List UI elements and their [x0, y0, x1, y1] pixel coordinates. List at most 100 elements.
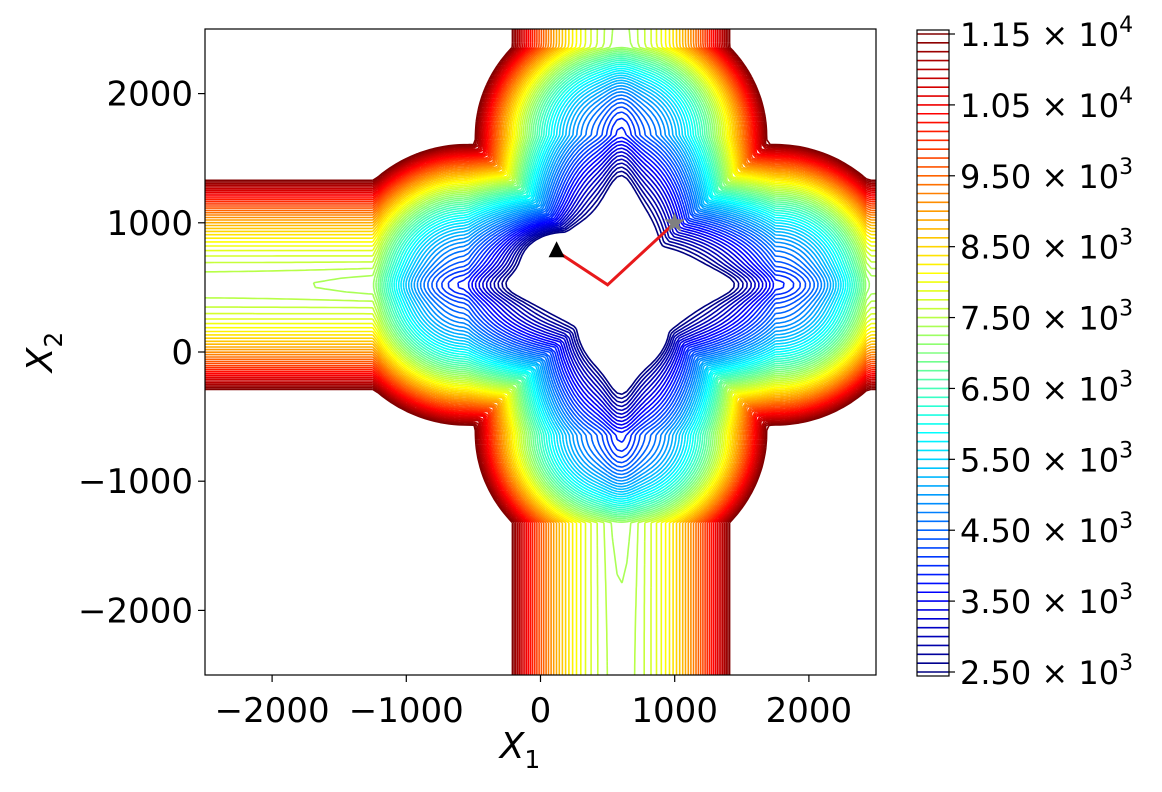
colorbar-tick-label-3: 8.50 × 103: [960, 226, 1133, 267]
contour-level-15: [431, 101, 811, 468]
colorbar-tick-label-4: 7.50 × 103: [960, 297, 1133, 338]
contour-level-61: [205, 29, 876, 675]
contour-level-39: [312, 29, 876, 584]
contour-level-36: [377, 50, 865, 520]
contour-level-66: [205, 29, 876, 675]
contour-level-43: [205, 29, 876, 675]
colorbar-tick-mantissa: 1.05 × 10: [960, 87, 1119, 125]
contour-plot-area: [204, 28, 877, 676]
colorbar-frame: [916, 29, 950, 677]
contour-level-55: [205, 29, 876, 675]
y-tick-label-4: −2000: [78, 591, 193, 631]
y-tick-label-2: 0: [171, 333, 193, 373]
x-axis-label-subscript: 1: [524, 745, 540, 774]
contour-level-56: [205, 29, 876, 675]
contour-level-8: [474, 143, 768, 426]
contour-level-31: [387, 59, 855, 511]
contour-level-34: [381, 53, 861, 516]
contour-level-18: [419, 91, 823, 479]
contour-level-42: [205, 29, 876, 675]
contour-level-37: [375, 48, 867, 522]
contour-level-29: [391, 63, 851, 507]
contour-level-59: [205, 29, 876, 675]
contour-level-54: [205, 29, 876, 675]
colorbar-tick-mantissa: 6.50 × 10: [960, 370, 1119, 408]
colorbar-tick-exponent: 4: [1119, 13, 1133, 38]
colorbar-tick-mantissa: 9.50 × 10: [960, 158, 1119, 196]
contour-level-52: [205, 29, 876, 675]
contour-level-19: [416, 87, 826, 482]
contour-level-72: [205, 29, 876, 675]
contour-level-32: [385, 57, 857, 513]
x-tick-label-0: −2000: [215, 691, 330, 731]
contour-level-62: [205, 29, 876, 675]
y-tick-label-0: 2000: [106, 75, 193, 115]
colorbar-tick-exponent: 4: [1119, 84, 1133, 109]
contour-level-70: [205, 29, 876, 675]
contour-lines: [205, 29, 876, 675]
contour-level-40: [205, 29, 876, 675]
x-tick-label-4: 2000: [766, 691, 853, 731]
colorbar-tick-mantissa: 3.50 × 10: [960, 583, 1119, 621]
colorbar-levels: [917, 33, 949, 673]
x-axis-ticks: −2000 −1000 0 1000 2000: [215, 675, 853, 731]
colorbar-tick-label-7: 4.50 × 103: [960, 509, 1133, 550]
contour-level-67: [205, 29, 876, 675]
contour-level-6: [482, 151, 760, 419]
colorbar-tick-label-0: 1.15 × 104: [960, 13, 1133, 54]
contour-level-22: [407, 79, 835, 491]
contour-level-68: [205, 29, 876, 675]
colorbar-tick-exponent: 3: [1119, 438, 1133, 463]
colorbar-tick-exponent: 3: [1119, 367, 1133, 392]
contour-level-57: [205, 29, 876, 675]
contour-level-46: [205, 29, 876, 675]
y-tick-label-1: 1000: [106, 204, 193, 244]
contour-level-49: [205, 29, 876, 675]
colorbar-tick-label-6: 5.50 × 103: [960, 438, 1133, 479]
colorbar-tick-exponent: 3: [1119, 651, 1133, 676]
contour-level-50: [205, 29, 876, 675]
contour-level-11: [457, 126, 785, 444]
contour-level-12: [447, 117, 795, 453]
marker-start-star: [664, 211, 686, 232]
contour-level-60: [205, 29, 876, 675]
colorbar-tick-exponent: 3: [1119, 226, 1133, 251]
contour-level-20: [413, 84, 829, 485]
contour-level-44: [205, 29, 876, 675]
contour-level-16: [427, 97, 815, 472]
y-axis-label-subscript: 2: [39, 332, 68, 348]
contour-level-30: [389, 61, 853, 509]
contour-level-0: [505, 174, 735, 396]
contour-level-64: [205, 29, 876, 675]
contour-level-33: [383, 55, 859, 514]
colorbar-tick-label-1: 1.05 × 104: [960, 84, 1133, 125]
colorbar-tick-mantissa: 7.50 × 10: [960, 300, 1119, 338]
contour-level-13: [441, 111, 801, 459]
colorbar-tick-mantissa: 1.15 × 10: [960, 16, 1119, 54]
contour-level-71: [205, 29, 876, 675]
contour-level-10: [467, 136, 775, 434]
contour-level-5: [485, 154, 756, 415]
contour-level-38: [372, 46, 871, 523]
contour-level-17: [423, 94, 819, 476]
contour-level-9: [471, 140, 771, 430]
colorbar-tick-label-9: 2.50 × 103: [960, 651, 1133, 692]
contour-level-48: [205, 29, 876, 675]
contour-level-58: [205, 29, 876, 675]
colorbar-tick-mantissa: 2.50 × 10: [960, 654, 1119, 692]
contour-level-23: [405, 76, 837, 493]
contour-level-63: [205, 29, 876, 675]
colorbar-tick-exponent: 3: [1119, 297, 1133, 322]
contour-level-21: [410, 82, 832, 488]
colorbar-tick-label-8: 3.50 × 103: [960, 580, 1133, 621]
optimization-path: [548, 211, 686, 287]
colorbar-tick-mantissa: 4.50 × 10: [960, 512, 1119, 550]
contour-level-3: [493, 162, 748, 408]
contour-level-1: [501, 170, 740, 400]
contour-level-53: [205, 29, 876, 675]
y-axis-ticks: 2000 1000 0 −1000 −2000: [78, 75, 205, 631]
x-tick-label-3: 1000: [631, 691, 718, 731]
